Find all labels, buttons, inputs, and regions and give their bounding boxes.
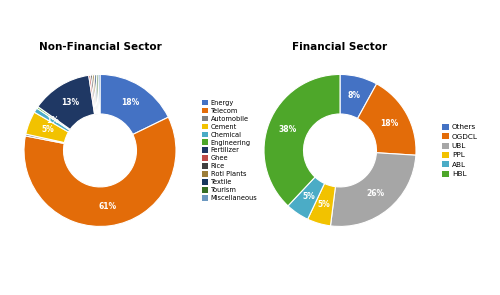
Wedge shape	[340, 74, 376, 119]
Wedge shape	[26, 134, 64, 143]
Title: Non-Financial Sector: Non-Financial Sector	[38, 42, 162, 52]
Legend: Energy, Telecom, Automobile, Cement, Chemical, Engineering, Fertilizer, Ghee, Ri: Energy, Telecom, Automobile, Cement, Che…	[202, 100, 258, 201]
Wedge shape	[26, 112, 68, 142]
Text: 26%: 26%	[367, 189, 385, 198]
Wedge shape	[38, 75, 94, 130]
Text: 38%: 38%	[278, 125, 297, 134]
Wedge shape	[98, 74, 100, 114]
Text: 5%: 5%	[302, 192, 315, 201]
Legend: Others, OGDCL, UBL, PPL, ABL, HBL: Others, OGDCL, UBL, PPL, ABL, HBL	[442, 124, 478, 177]
Wedge shape	[34, 108, 70, 132]
Wedge shape	[100, 74, 168, 135]
Text: 5%: 5%	[41, 125, 54, 135]
Wedge shape	[288, 177, 325, 219]
Title: Financial Sector: Financial Sector	[292, 42, 388, 52]
Wedge shape	[96, 74, 99, 114]
Wedge shape	[90, 75, 96, 114]
Text: 18%: 18%	[380, 119, 398, 128]
Wedge shape	[24, 117, 176, 227]
Wedge shape	[94, 75, 98, 114]
Wedge shape	[358, 84, 416, 155]
Wedge shape	[92, 75, 98, 114]
Wedge shape	[308, 183, 336, 226]
Wedge shape	[88, 75, 96, 114]
Text: 13%: 13%	[62, 98, 80, 107]
Wedge shape	[264, 74, 340, 206]
Wedge shape	[330, 153, 416, 227]
Text: 8%: 8%	[348, 91, 360, 101]
Text: 18%: 18%	[120, 98, 139, 107]
Text: 61%: 61%	[98, 202, 116, 211]
Text: 5%: 5%	[318, 200, 330, 209]
Wedge shape	[37, 106, 70, 130]
Text: 1%: 1%	[46, 116, 59, 125]
